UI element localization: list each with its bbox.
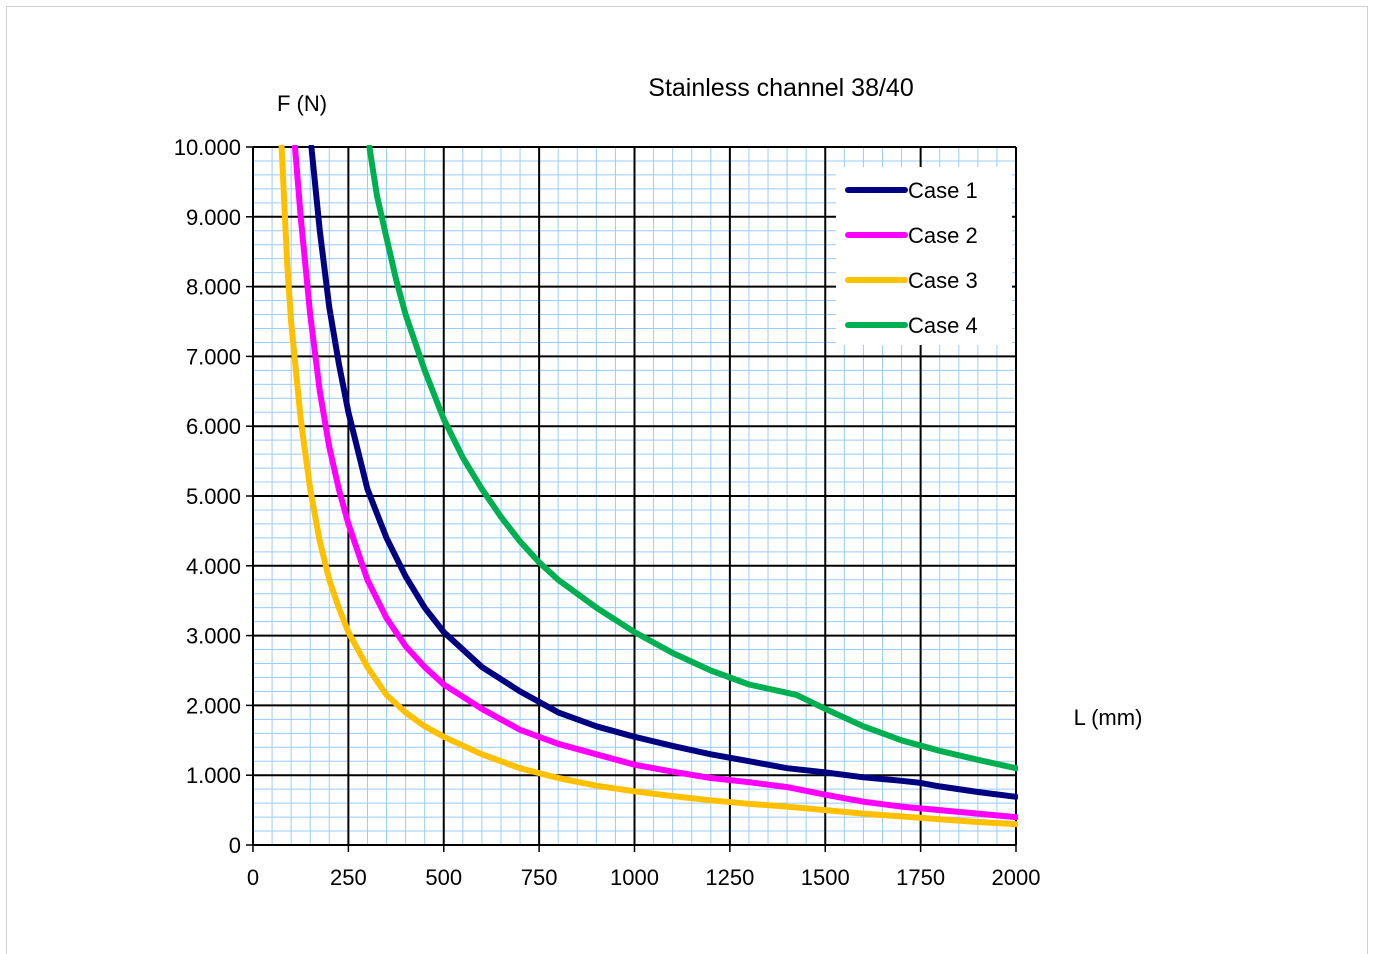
x-tick-label: 750 bbox=[521, 865, 558, 890]
legend-label-case-4: Case 4 bbox=[908, 313, 978, 338]
y-tick-label: 6.000 bbox=[186, 414, 241, 439]
legend-label-case-3: Case 3 bbox=[908, 268, 978, 293]
y-tick-label: 10.000 bbox=[174, 135, 241, 160]
chart-title: Stainless channel 38/40 bbox=[648, 74, 913, 102]
legend-label-case-2: Case 2 bbox=[908, 223, 978, 248]
series-line-case-3 bbox=[278, 145, 1018, 828]
x-tick-label: 500 bbox=[425, 865, 462, 890]
x-tick-label: 1250 bbox=[705, 865, 754, 890]
tick-labels: 0 250 500 750 1000 1250 1500 1750 2000 0 1.000 2.00… bbox=[174, 135, 1041, 890]
legend-box bbox=[836, 167, 1012, 345]
y-tick-label: 5.000 bbox=[186, 484, 241, 509]
x-axis-label: L (mm) bbox=[1074, 705, 1143, 730]
y-tick-label: 2.000 bbox=[186, 693, 241, 718]
y-tick-label: 3.000 bbox=[186, 624, 241, 649]
series-line-case-2 bbox=[292, 145, 1018, 821]
x-tick-label: 1000 bbox=[610, 865, 659, 890]
series-line-case-4 bbox=[366, 145, 1018, 772]
y-axis-label: F (N) bbox=[277, 91, 327, 116]
x-tick-label: 250 bbox=[330, 865, 367, 890]
y-tick-label: 9.000 bbox=[186, 205, 241, 230]
y-tick-label: 8.000 bbox=[186, 275, 241, 300]
x-tick-label: 1500 bbox=[801, 865, 850, 890]
y-tick-label: 4.000 bbox=[186, 554, 241, 579]
series-line-case-1 bbox=[308, 145, 1018, 800]
legend-label-case-1: Case 1 bbox=[908, 178, 978, 203]
legend: Case 1 Case 2 Case 3 Case 4 bbox=[836, 167, 1012, 345]
x-tick-label: 1750 bbox=[896, 865, 945, 890]
y-tick-label: 0 bbox=[229, 833, 241, 858]
x-tick-label: 0 bbox=[247, 865, 259, 890]
x-tick-label: 2000 bbox=[992, 865, 1041, 890]
y-tick-label: 7.000 bbox=[186, 344, 241, 369]
y-tick-label: 1.000 bbox=[186, 763, 241, 788]
series-layer bbox=[278, 145, 1018, 828]
axes bbox=[246, 146, 1017, 852]
